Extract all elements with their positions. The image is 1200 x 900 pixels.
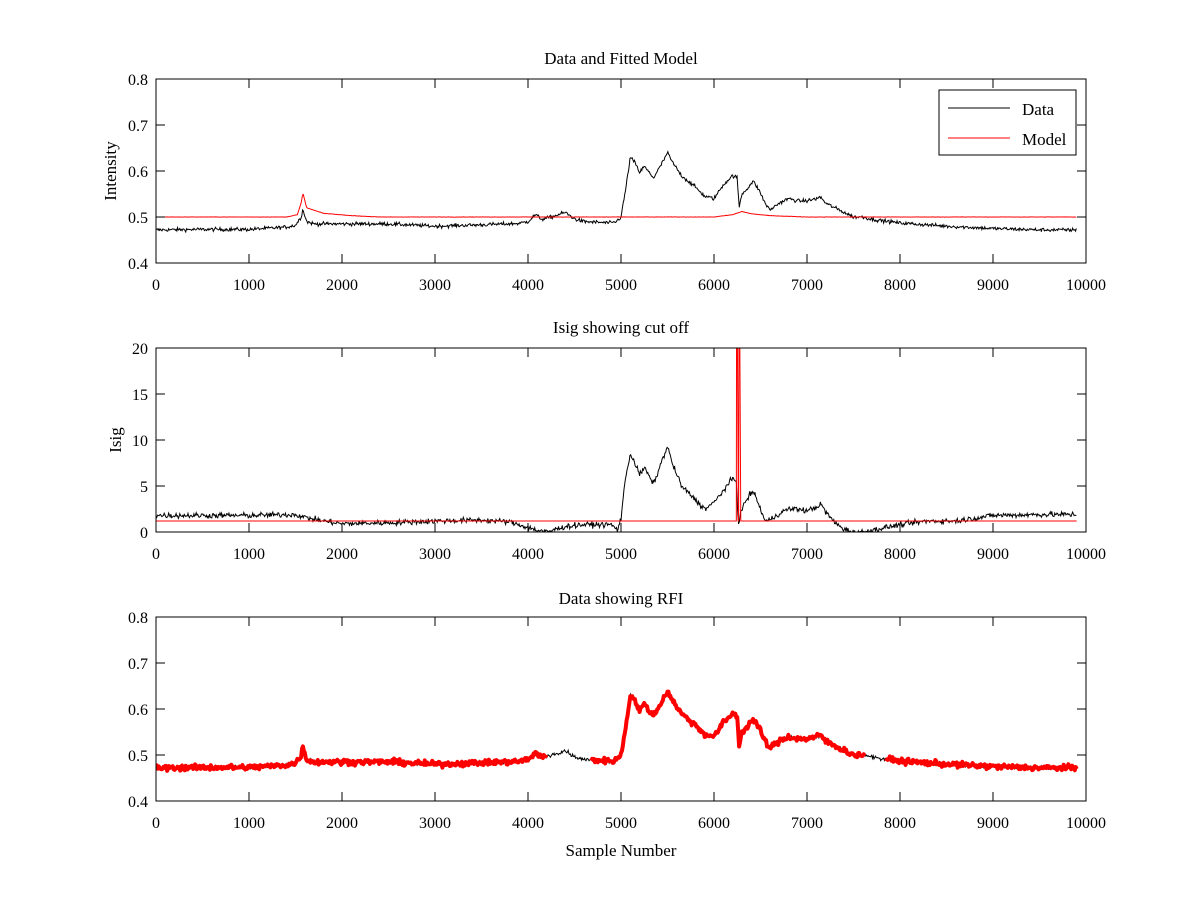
x-tick-label: 1000 (233, 815, 265, 832)
panel-3-series-group (156, 689, 1079, 773)
series-rfi-segment-2 (884, 754, 1079, 773)
panel-3-title: Data showing RFI (559, 589, 684, 608)
x-tick-label: 7000 (791, 277, 823, 294)
y-tick-label: 0.5 (128, 748, 148, 765)
x-tick-label: 6000 (698, 546, 730, 563)
y-tick-label: 5 (140, 479, 148, 496)
panel-2: Isig showing cut off Isig 0 1000 2000 3000 4… (106, 318, 1106, 563)
panel-1-plot: 0 1000 2000 3000 4000 5000 6000 7000 8000 9000 100… (128, 72, 1106, 294)
x-tick-label: 3000 (419, 277, 451, 294)
x-tick-label: 8000 (884, 815, 916, 832)
x-tick-label: 4000 (512, 815, 544, 832)
x-tick-label: 3000 (419, 546, 451, 563)
panel-2-series-group (156, 348, 1077, 532)
panel-3-xlabel: Sample Number (566, 841, 677, 860)
panel-1-ylabel: Intensity (101, 141, 120, 201)
panel-2-ylabel: Isig (106, 427, 125, 453)
y-tick-label: 0.6 (128, 164, 148, 181)
y-tick-label: 0.4 (128, 256, 148, 273)
x-tick-label: 2000 (326, 546, 358, 563)
panel-2-title: Isig showing cut off (553, 318, 689, 337)
y-tick-label: 20 (132, 341, 148, 358)
legend-label-data: Data (1022, 100, 1055, 119)
x-tick-label: 0 (152, 546, 160, 563)
panel-1: Data and Fitted Model Intensity 0 1000 200… (101, 49, 1106, 294)
x-tick-label: 1000 (233, 277, 265, 294)
panel-1-legend: Data Model (938, 89, 1077, 156)
y-tick-label: 0.7 (128, 656, 148, 673)
x-tick-label: 5000 (605, 815, 637, 832)
x-tick-label: 10000 (1066, 546, 1106, 563)
x-tick-label: 3000 (419, 815, 451, 832)
y-tick-label: 0.8 (128, 72, 148, 89)
y-tick-label: 0.8 (128, 610, 148, 627)
panel-1-series-group (156, 150, 1077, 234)
legend-box (938, 89, 1077, 156)
panel-2-plot: 0 1000 2000 3000 4000 5000 6000 7000 8000 9000 100… (132, 341, 1106, 563)
x-tick-label: 2000 (326, 815, 358, 832)
x-tick-label: 4000 (512, 546, 544, 563)
x-tick-label: 5000 (605, 546, 637, 563)
series-line-model (156, 193, 1077, 218)
x-tick-label: 1000 (233, 546, 265, 563)
y-tick-label: 15 (132, 387, 148, 404)
x-tick-label: 9000 (977, 815, 1009, 832)
y-tick-label: 10 (132, 433, 148, 450)
x-tick-label: 8000 (884, 546, 916, 563)
y-tick-label: 0 (140, 525, 148, 542)
x-tick-label: 0 (152, 277, 160, 294)
series-line-data (156, 150, 1077, 234)
x-tick-label: 9000 (977, 546, 1009, 563)
x-tick-label: 8000 (884, 277, 916, 294)
series-rfi-segment-1 (589, 689, 867, 766)
x-tick-label: 6000 (698, 277, 730, 294)
x-tick-label: 4000 (512, 277, 544, 294)
panel-1-title: Data and Fitted Model (544, 49, 698, 68)
x-tick-label: 6000 (698, 815, 730, 832)
y-tick-label: 0.6 (128, 702, 148, 719)
x-tick-label: 10000 (1066, 815, 1106, 832)
x-tick-label: 9000 (977, 277, 1009, 294)
y-tick-label: 0.5 (128, 210, 148, 227)
x-tick-label: 0 (152, 815, 160, 832)
series-rfi-segment-0 (156, 744, 549, 773)
legend-label-model: Model (1022, 130, 1067, 149)
x-tick-label: 2000 (326, 277, 358, 294)
x-tick-label: 10000 (1066, 277, 1106, 294)
x-tick-label: 7000 (791, 815, 823, 832)
x-tick-label: 5000 (605, 277, 637, 294)
y-tick-label: 0.4 (128, 794, 148, 811)
panel-3: Data showing RFI Sample Number 0 1000 2000… (128, 589, 1106, 860)
y-tick-label: 0.7 (128, 118, 148, 135)
series-line-series-1 (156, 348, 1077, 522)
panel-1-frame (155, 78, 1087, 264)
panel-2-frame (155, 347, 1087, 533)
x-tick-label: 7000 (791, 546, 823, 563)
panel-3-frame (155, 616, 1087, 802)
panel-3-plot: 0 1000 2000 3000 4000 5000 6000 7000 8000 9000 100… (128, 610, 1106, 832)
